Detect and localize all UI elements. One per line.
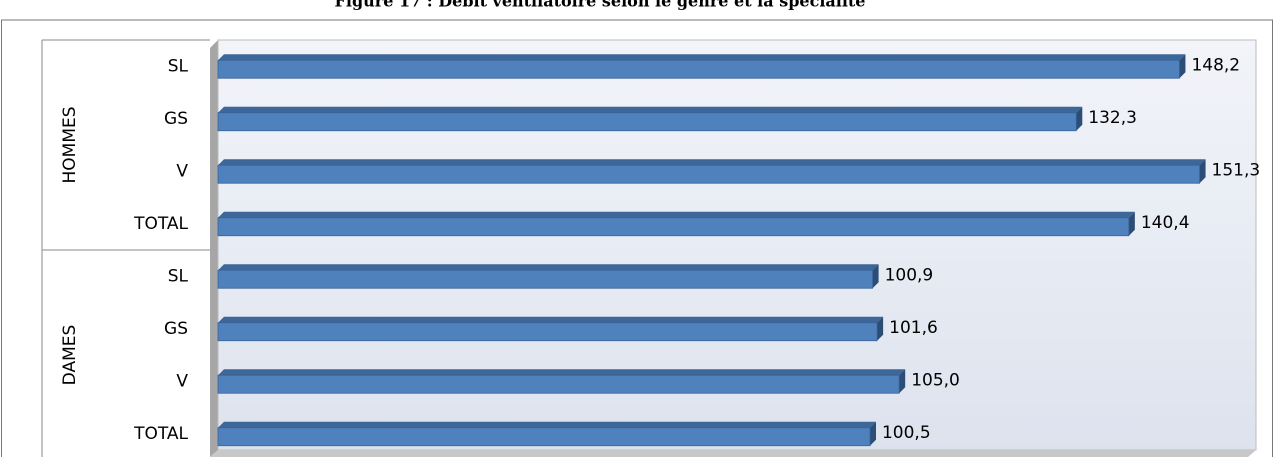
bar	[217, 217, 1130, 237]
data-label: 105,0	[911, 370, 960, 390]
group-label: HOMMES	[60, 106, 80, 183]
data-label: 148,2	[1191, 55, 1240, 75]
bar-top	[218, 159, 1206, 166]
y-tick-label: V	[176, 161, 188, 181]
bar-side	[1179, 54, 1186, 79]
y-tick-label: TOTAL	[133, 214, 188, 234]
bar-side	[1076, 106, 1083, 131]
bar	[217, 269, 873, 289]
bar-side	[1128, 211, 1135, 236]
bar-top	[218, 264, 879, 271]
bar-top	[218, 369, 906, 376]
bar-side	[899, 369, 906, 394]
bar	[217, 374, 900, 394]
bar-side	[869, 421, 876, 446]
chart-title: Figure 17 : Débit ventilatoire selon le …	[335, 0, 866, 11]
bar-side	[872, 264, 879, 289]
bar	[217, 59, 1180, 79]
side-wall	[210, 40, 218, 457]
bar	[217, 112, 1077, 132]
bar-top	[218, 211, 1135, 218]
data-label: 100,5	[882, 423, 931, 443]
y-tick-label: SL	[168, 266, 189, 286]
data-label: 101,6	[889, 318, 938, 338]
bar-top	[218, 316, 884, 323]
bar-side	[877, 316, 884, 341]
bar	[217, 322, 878, 342]
data-label: 132,3	[1088, 108, 1137, 128]
data-label: 140,4	[1141, 213, 1190, 233]
bar	[217, 427, 871, 447]
data-label: 151,3	[1212, 160, 1261, 180]
data-label: 100,9	[885, 265, 934, 285]
y-tick-label: GS	[164, 109, 188, 129]
y-tick-label: TOTAL	[133, 424, 188, 444]
group-label: DAMES	[60, 325, 80, 386]
y-tick-label: V	[176, 371, 188, 391]
bar-side	[1199, 159, 1206, 184]
bar-top	[218, 54, 1186, 61]
floor	[210, 450, 1256, 457]
bar-top	[218, 106, 1083, 113]
y-tick-label: SL	[168, 56, 189, 76]
bar-top	[218, 421, 876, 428]
bar	[217, 164, 1200, 184]
y-tick-label: GS	[164, 319, 188, 339]
